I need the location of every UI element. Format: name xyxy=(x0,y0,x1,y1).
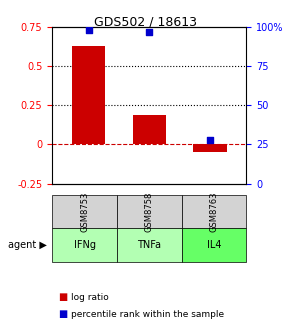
Bar xyxy=(72,46,105,144)
Text: GSM8763: GSM8763 xyxy=(210,192,219,232)
Text: ■: ■ xyxy=(58,309,67,319)
Text: IL4: IL4 xyxy=(207,240,221,250)
Bar xyxy=(193,144,227,152)
Text: GSM8753: GSM8753 xyxy=(80,192,89,232)
Text: GDS502 / 18613: GDS502 / 18613 xyxy=(93,15,197,28)
Text: percentile rank within the sample: percentile rank within the sample xyxy=(71,310,224,319)
Text: agent ▶: agent ▶ xyxy=(8,240,46,250)
Point xyxy=(86,27,91,33)
Point xyxy=(208,137,212,142)
Text: TNFa: TNFa xyxy=(137,240,161,250)
Text: ■: ■ xyxy=(58,292,67,302)
Bar xyxy=(133,115,166,144)
Text: log ratio: log ratio xyxy=(71,293,109,302)
Point xyxy=(147,29,152,34)
Text: GSM8758: GSM8758 xyxy=(145,192,154,232)
Text: IFNg: IFNg xyxy=(74,240,96,250)
